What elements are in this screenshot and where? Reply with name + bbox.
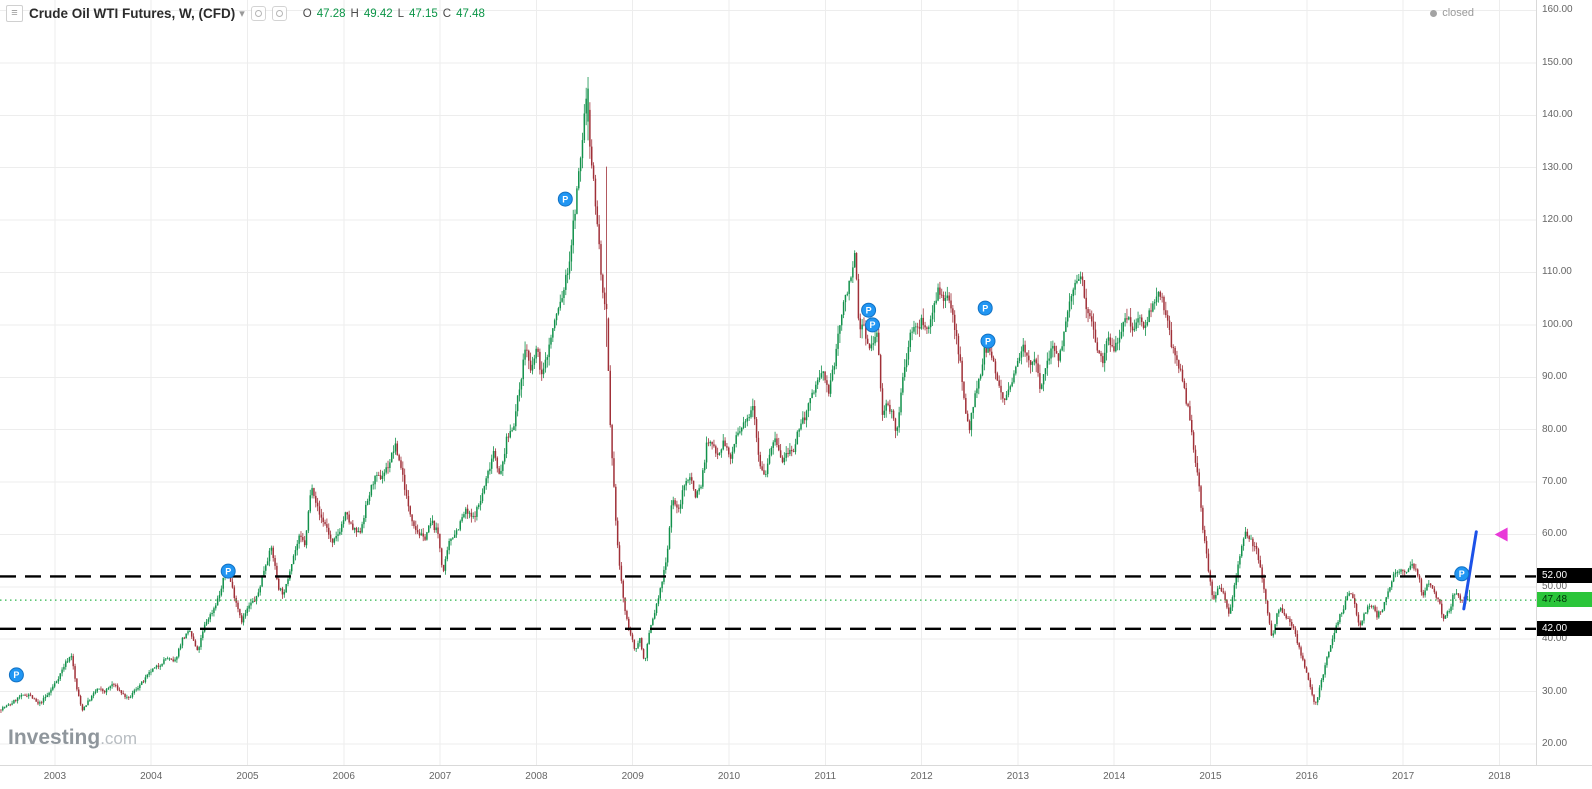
- ohlc-values: O 47.28 H 49.42 L 47.15 C 47.48: [303, 8, 485, 20]
- investing-watermark: Investing.com: [8, 726, 137, 750]
- close-label: C: [442, 7, 452, 20]
- svg-text:P: P: [985, 336, 991, 346]
- year-tick: 2008: [525, 771, 548, 782]
- year-tick: 2018: [1488, 771, 1511, 782]
- year-tick: 2015: [1199, 771, 1222, 782]
- levels-layer[interactable]: [0, 575, 1536, 630]
- price-tick: 120.00: [1542, 214, 1573, 226]
- price-tick: 130.00: [1542, 161, 1573, 173]
- high-label: H: [350, 7, 359, 20]
- price-tick: 30.00: [1542, 685, 1568, 697]
- high-value: 49.42: [363, 7, 393, 20]
- price-tick: 140.00: [1542, 109, 1573, 121]
- series-visibility-icon[interactable]: [250, 6, 266, 21]
- circle-glyph: [275, 10, 283, 17]
- svg-text:P: P: [869, 320, 875, 330]
- svg-text:P: P: [562, 194, 568, 204]
- candles-layer[interactable]: [0, 77, 1471, 713]
- symbol-title[interactable]: Crude Oil WTI Futures, W, (CFD): [29, 6, 236, 21]
- svg-text:P: P: [866, 305, 872, 315]
- svg-text:P: P: [13, 670, 19, 680]
- year-tick: 2013: [1006, 771, 1030, 782]
- year-tick: 2016: [1295, 771, 1318, 782]
- market-status: closed: [1430, 7, 1474, 19]
- svg-text:P: P: [225, 566, 231, 576]
- resistance-price-label[interactable]: 52.00: [1537, 568, 1592, 584]
- year-tick: 2012: [910, 771, 933, 782]
- svg-text:P: P: [1459, 569, 1465, 579]
- year-tick: 2009: [621, 771, 644, 782]
- year-tick: 2014: [1103, 771, 1126, 782]
- low-label: L: [397, 7, 405, 20]
- price-tick: 20.00: [1542, 738, 1568, 750]
- status-dot: [1430, 9, 1438, 17]
- time-axis[interactable]: 2003 2004 2005 2006 2007 2008 2009 2010 2011 2012…: [0, 765, 1592, 789]
- close-value: 47.48: [456, 7, 485, 20]
- price-tick: 150.00: [1542, 56, 1573, 68]
- status-text: closed: [1442, 7, 1474, 19]
- watermark-brand: Investing: [8, 726, 101, 749]
- price-tick: 60.00: [1542, 528, 1568, 540]
- price-tick: 50.00: [1542, 580, 1568, 592]
- open-value: 47.28: [316, 7, 346, 20]
- low-value: 47.15: [409, 7, 438, 20]
- year-tick: 2007: [428, 771, 452, 782]
- price-axis[interactable]: 160.00 150.00 140.00 130.00 120.00 110.00 100.…: [1536, 0, 1592, 765]
- legend: ≡ Crude Oil WTI Futures, W, (CFD) ▾ O 47…: [6, 5, 485, 22]
- year-tick: 2003: [43, 771, 67, 782]
- price-tick: 80.00: [1542, 423, 1568, 435]
- open-label: O: [302, 7, 312, 20]
- year-tick: 2011: [814, 771, 837, 782]
- price-tick: 100.00: [1542, 318, 1573, 330]
- grid-layer: [0, 0, 1536, 765]
- year-tick: 2010: [717, 771, 741, 782]
- year-tick: 2005: [236, 771, 259, 782]
- chevron-down-icon[interactable]: ▾: [239, 8, 245, 20]
- price-tick: 160.00: [1542, 4, 1573, 16]
- price-tick: 40.00: [1542, 633, 1568, 645]
- instrument-menu-icon[interactable]: ≡: [6, 5, 23, 22]
- support-price-label[interactable]: 42.00: [1537, 620, 1592, 636]
- year-tick: 2004: [140, 771, 163, 782]
- year-tick: 2017: [1391, 771, 1415, 782]
- price-tick: 110.00: [1542, 266, 1572, 278]
- svg-text:P: P: [982, 303, 988, 313]
- year-tick: 2006: [332, 771, 355, 782]
- watermark-suffix: .com: [100, 729, 138, 748]
- price-tick: 70.00: [1542, 476, 1568, 488]
- series-settings-icon[interactable]: [271, 6, 287, 21]
- price-tick: 90.00: [1542, 371, 1568, 383]
- last-price-label[interactable]: 47.48: [1537, 592, 1592, 608]
- circle-glyph: [254, 10, 262, 17]
